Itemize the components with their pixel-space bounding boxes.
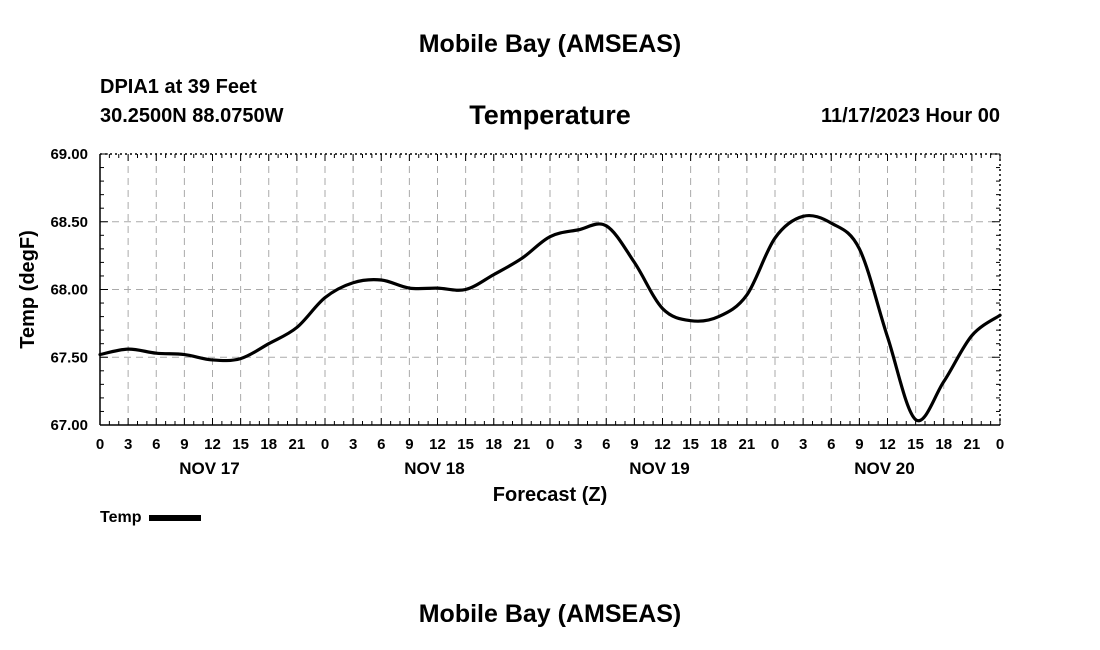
x-tick-label: 21 — [289, 436, 306, 453]
y-tick-label: 67.50 — [50, 349, 88, 366]
chart-series — [98, 213, 1002, 423]
y-tick-label: 68.00 — [50, 282, 88, 299]
x-day-label: NOV 20 — [854, 459, 914, 478]
x-tick-label: 3 — [349, 436, 357, 453]
legend-swatch-temp — [149, 515, 202, 521]
x-tick-label: 0 — [321, 436, 329, 453]
x-tick-label: 18 — [710, 436, 727, 453]
x-tick-label: 3 — [799, 436, 807, 453]
chart-legend: Temp — [100, 509, 202, 527]
page-title: Mobile Bay (AMSEAS) — [418, 30, 682, 58]
x-tick-label: 12 — [654, 436, 671, 453]
x-tick-label: 0 — [771, 436, 779, 453]
x-tick-label: 21 — [514, 436, 531, 453]
chart-axes — [99, 153, 1001, 426]
x-axis-label: Forecast (Z) — [493, 484, 607, 506]
chart-labels: 0 3 6 9 12 15 18 21 0 3 6 9 12 15 18 21 0 3 6 9 12 15 18 21 0 3 6 9… — [50, 146, 1004, 478]
x-tick-label: 6 — [377, 436, 385, 453]
x-tick-label: 12 — [429, 436, 446, 453]
x-tick-label: 0 — [96, 436, 104, 453]
x-tick-label: 0 — [546, 436, 554, 453]
x-day-label: NOV 18 — [404, 459, 464, 478]
forecast-run-time: 11/17/2023 Hour 00 — [820, 105, 1000, 127]
x-tick-label: 6 — [152, 436, 160, 453]
y-tick-label: 69.00 — [50, 146, 88, 163]
x-day-label: NOV 17 — [179, 459, 239, 478]
x-tick-label: 15 — [682, 436, 699, 453]
x-tick-label: 12 — [879, 436, 896, 453]
chart-grid — [100, 154, 1000, 425]
x-tick-label: 15 — [232, 436, 249, 453]
station-coordinates: 30.2500N 88.0750W — [100, 105, 284, 127]
x-tick-label: 15 — [907, 436, 924, 453]
x-tick-label: 18 — [935, 436, 952, 453]
x-tick-label: 3 — [124, 436, 132, 453]
y-tick-label: 68.50 — [50, 214, 88, 231]
x-tick-label: 0 — [996, 436, 1004, 453]
y-axis-label: Temp (degF) — [17, 230, 39, 349]
x-tick-label: 6 — [827, 436, 835, 453]
legend-label-temp: Temp — [100, 509, 142, 526]
series-line-temp — [98, 213, 1002, 423]
x-day-label: NOV 19 — [629, 459, 689, 478]
x-tick-label: 18 — [485, 436, 502, 453]
x-tick-label: 9 — [180, 436, 188, 453]
footer-title: Mobile Bay (AMSEAS) — [418, 600, 682, 628]
y-tick-label: 67.00 — [50, 417, 88, 434]
x-tick-label: 21 — [739, 436, 756, 453]
x-tick-label: 18 — [260, 436, 277, 453]
x-tick-label: 9 — [855, 436, 863, 453]
chart-title: Temperature — [469, 100, 631, 130]
x-tick-label: 6 — [602, 436, 610, 453]
x-tick-label: 9 — [630, 436, 638, 453]
x-tick-label: 15 — [457, 436, 474, 453]
x-tick-label: 21 — [964, 436, 981, 453]
x-tick-label: 12 — [204, 436, 221, 453]
x-tick-label: 9 — [405, 436, 413, 453]
station-label: DPIA1 at 39 Feet — [100, 76, 257, 98]
x-tick-label: 3 — [574, 436, 582, 453]
